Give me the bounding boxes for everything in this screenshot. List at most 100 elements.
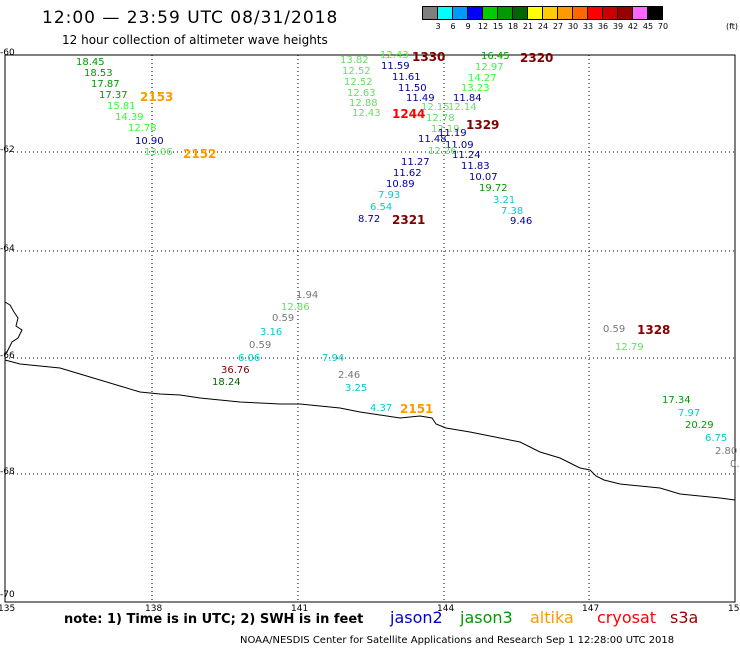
wave-height-value: 11.19 [438,128,467,139]
wave-height-value: 11.84 [453,93,482,104]
wave-height-value: 18.53 [84,68,113,79]
wave-height-value: 11.83 [461,161,490,172]
pass-time-label: 1330 [412,50,446,64]
wave-height-value: 12.52 [342,66,371,77]
map-subtitle: 12 hour collection of altimeter wave hei… [62,33,328,47]
plot-frame [4,54,736,603]
y-tick-label: -70 [0,590,15,600]
wave-height-value: 36.76 [221,365,250,376]
wave-height-value: 3.21 [493,195,516,206]
wave-height-value: 12.15 [421,102,450,113]
wave-height-value: 20.29 [685,420,714,431]
color-swatch [617,6,633,20]
wave-height-value: 1.94 [296,290,319,301]
wave-height-value: 0.59 [603,324,626,335]
color-scale-swatches [422,6,663,20]
x-tick-label: 141 [291,604,309,614]
footer-credit: NOAA/NESDIS Center for Satellite Applica… [240,635,675,646]
wave-height-value: 0.59 [272,313,295,324]
color-scale-label: 18 [507,22,519,31]
color-scale-label: 42 [627,22,639,31]
wave-height-value: 10.07 [469,172,498,183]
wave-height-value: 10.90 [135,136,164,147]
wave-height-value: 12.43 [380,50,409,61]
wave-height-value: 3.16 [260,327,283,338]
wave-height-value: 19.72 [479,183,508,194]
color-scale-label: 70 [657,22,669,31]
wave-height-value: 12.26 [428,146,457,157]
wave-height-value: 12.97 [475,62,504,73]
wave-height-value: 15.81 [107,101,136,112]
pass-time-label: 1328 [637,323,671,337]
wave-height-value: 12.88 [349,98,378,109]
wave-height-value: 2.80 [715,446,738,457]
antarctic-coastline [4,301,736,501]
color-scale-label: 15 [492,22,504,31]
wave-height-value: 12.78 [426,113,455,124]
wave-height-value: 11.48 [418,134,447,145]
color-swatch [497,6,513,20]
wave-height-value: 11.62 [393,168,422,179]
wave-height-value: 8.72 [358,214,381,225]
color-scale-label: 3 [435,22,441,31]
color-scale-label: 9 [465,22,471,31]
color-swatch [437,6,453,20]
wave-height-value: 6.54 [370,202,393,213]
wave-height-value: 16.45 [481,51,510,62]
pass-time-label: 2152 [183,147,217,161]
color-swatch [422,6,438,20]
pass-time-label: 2153 [140,90,174,104]
color-scale-label: 45 [642,22,654,31]
color-scale-label: 36 [597,22,609,31]
wave-height-value: 11.49 [406,93,435,104]
color-swatch [647,6,663,20]
x-tick-label: 147 [582,604,600,614]
pass-time-label: 1244 [392,107,426,121]
color-scale-label: 39 [612,22,624,31]
legend-cryosat: cryosat [597,608,657,627]
wave-height-value: 3.25 [345,383,368,394]
color-scale-label: 33 [582,22,594,31]
wave-height-value: 0.59 [249,340,272,351]
wave-height-value: 12.79 [615,342,644,353]
y-tick-label: -60 [0,48,15,58]
x-tick-label: 144 [437,604,455,614]
pass-time-label: 2320 [520,51,554,65]
color-scale-label: 27 [552,22,564,31]
wave-height-value: 7.94 [322,353,345,364]
pass-time-label: 2321 [392,213,426,227]
x-tick-label: 135 [0,604,16,614]
color-swatch [467,6,483,20]
wave-height-value: 18.24 [212,377,241,388]
gridlines [5,55,735,602]
legend-s3a: s3a [670,608,699,627]
wave-height-value: 12.14 [448,102,477,113]
x-tick-label: 138 [145,604,163,614]
wave-height-value: 12.43 [352,108,381,119]
wave-height-value: 13.06 [144,147,173,158]
wave-height-value: 11.61 [392,72,421,83]
wave-height-value: 6.06 [238,353,261,364]
wave-height-value: 14.39 [115,112,144,123]
wave-height-value: 18.45 [76,57,105,68]
wave-height-value: 13.23 [461,83,490,94]
wave-height-value: 17.37 [99,90,128,101]
x-tick-label: 150 [728,604,740,614]
color-scale-label: 6 [450,22,456,31]
footer-note: note: 1) Time is in UTC; 2) SWH is in fe… [64,612,364,627]
wave-height-value: 11.24 [452,150,481,161]
y-tick-label: -68 [0,467,15,477]
wave-height-value: 7.93 [378,190,401,201]
wave-height-value: 7.97 [678,408,701,419]
color-scale-label: 21 [522,22,534,31]
legend-jason3: jason3 [460,608,513,627]
wave-height-value: 12.63 [347,88,376,99]
color-swatch [602,6,618,20]
color-swatch [482,6,498,20]
wave-height-value: 11.09 [445,140,474,151]
color-swatch [512,6,528,20]
wave-height-value: 6.75 [705,433,728,444]
wave-height-value: 17.87 [91,79,120,90]
y-tick-label: -62 [0,145,15,155]
